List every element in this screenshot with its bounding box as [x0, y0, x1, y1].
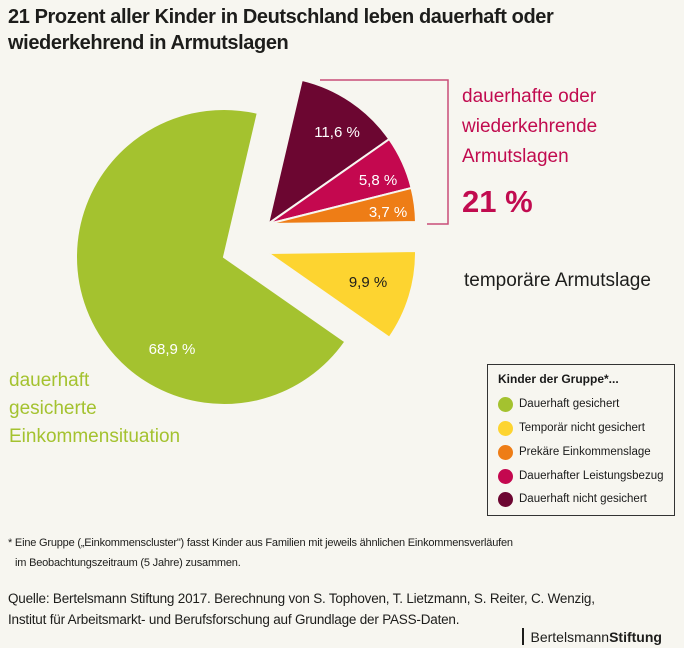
legend: Kinder der Gruppe*... Dauerhaft gesicher…: [487, 364, 675, 516]
logo-text-part1: Bertelsmann: [530, 628, 610, 645]
logo-text-part2: Stiftung: [609, 628, 662, 645]
legend-label: Prekäre Einkommenslage: [519, 446, 651, 458]
pie-data-label: 68,9 %: [149, 341, 196, 358]
legend-label: Dauerhaft gesichert: [519, 398, 620, 410]
secure-income-label-line: Einkommensituation: [9, 426, 181, 447]
legend-label: Temporär nicht gesichert: [519, 422, 645, 434]
secure-income-label-line: dauerhaft: [9, 370, 90, 391]
pie-slice-temporär-nicht-gesichert: [264, 250, 417, 340]
legend-item-dauerhafter-leistungsbezug: Dauerhafter Leistungsbezug: [498, 467, 664, 485]
pie-data-label: 9,9 %: [349, 274, 387, 291]
legend-label: Dauerhafter Leistungsbezug: [519, 470, 664, 482]
pie-labels: 11,6 % 5,8 % 3,7 % 9,9 % 68,9 %: [149, 124, 408, 358]
legend-swatch: [498, 396, 513, 412]
logo-divider: [522, 628, 524, 645]
temporary-poverty-label: temporäre Armutslage: [464, 270, 651, 291]
poverty-group-label-line: Armutslagen: [462, 146, 569, 167]
poverty-group-bracket: [320, 79, 449, 225]
footnote-line: * Eine Gruppe („Einkommenscluster") fass…: [8, 537, 513, 549]
legend-item-dauerhaft-nicht-gesichert: Dauerhaft nicht gesichert: [498, 490, 647, 508]
legend-swatch: [498, 491, 513, 507]
legend-swatch: [498, 468, 513, 484]
legend-label: Dauerhaft nicht gesichert: [519, 493, 647, 505]
secure-income-label-line: gesicherte: [9, 398, 97, 419]
pie-slices: [75, 78, 418, 406]
poverty-group-label: dauerhafte oder wiederkehrende Armutslag…: [462, 82, 597, 172]
pie-slice-dauerhaft-gesichert: [75, 108, 347, 406]
poverty-group-label-line: dauerhafte oder: [462, 86, 597, 107]
pie-data-label: 3,7 %: [369, 204, 407, 221]
legend-swatch: [498, 444, 513, 460]
footnote-line: im Beobachtungszeitraum (5 Jahre) zusamm…: [15, 557, 241, 569]
legend-swatch: [498, 420, 513, 436]
legend-item-dauerhaft-gesichert: Dauerhaft gesichert: [498, 395, 619, 413]
pie-data-label: 11,6 %: [314, 124, 360, 141]
poverty-group-total: 21 %: [462, 184, 533, 219]
poverty-group-label-line: wiederkehrende: [462, 116, 598, 137]
legend-item-prekaere-einkommenslage: Prekäre Einkommenslage: [498, 443, 651, 461]
source-line: Institut für Arbeitsmarkt- und Berufsfor…: [8, 612, 460, 627]
bertelsmann-stiftung-logo: Bertelsmann Stiftung: [522, 628, 662, 645]
legend-title: Kinder der Gruppe*...: [498, 372, 619, 386]
source-note: Quelle: Bertelsmann Stiftung 2017. Berec…: [8, 588, 595, 630]
source-line: Quelle: Bertelsmann Stiftung 2017. Berec…: [8, 591, 595, 606]
legend-item-temporaer-nicht-gesichert: Temporär nicht gesichert: [498, 419, 645, 437]
secure-income-label: dauerhaft gesicherte Einkommensituation: [9, 367, 180, 451]
pie-slice-prekäre-einkommenslage: [267, 186, 418, 225]
chart-title: 21 Prozent aller Kinder in Deutschland l…: [8, 6, 554, 54]
pie-slice-dauerhaft-nicht-gesichert: [266, 78, 391, 227]
pie-data-label: 5,8 %: [359, 172, 397, 189]
footnote: * Eine Gruppe („Einkommenscluster") fass…: [8, 533, 513, 573]
